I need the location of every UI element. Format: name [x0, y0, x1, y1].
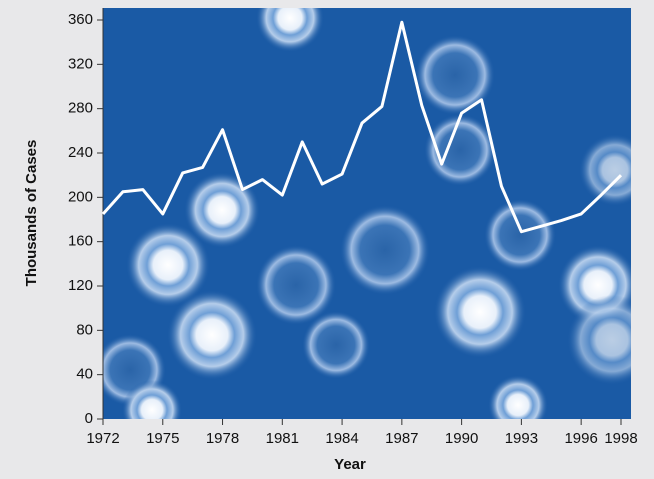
- y-tick-label: 40: [76, 366, 93, 383]
- y-axis-label: Thousands of Cases: [23, 140, 40, 287]
- x-tick-label: 1972: [86, 430, 119, 447]
- x-tick-label: 1981: [266, 430, 299, 447]
- y-tick-label: 360: [68, 11, 93, 28]
- x-tick-label: 1984: [325, 430, 358, 447]
- x-tick-label: 1987: [385, 430, 418, 447]
- y-tick-label: 160: [68, 233, 93, 250]
- y-tick-label: 200: [68, 188, 93, 205]
- x-tick-label: 1990: [445, 430, 478, 447]
- y-tick-label: 0: [85, 410, 93, 427]
- y-tick-label: 120: [68, 277, 93, 294]
- data-line: [101, 20, 623, 234]
- x-tick-label: 1996: [564, 430, 597, 447]
- x-axis-label: Year: [334, 456, 366, 473]
- y-tick-label: 280: [68, 100, 93, 117]
- x-tick-label: 1998: [604, 430, 637, 447]
- y-tick-label: 320: [68, 55, 93, 72]
- y-tick-label: 80: [76, 321, 93, 338]
- x-tick-label: 1978: [206, 430, 239, 447]
- x-tick-label: 1993: [505, 430, 538, 447]
- background-image: [103, 8, 631, 419]
- x-tick-label: 1975: [146, 430, 179, 447]
- y-tick-label: 240: [68, 144, 93, 161]
